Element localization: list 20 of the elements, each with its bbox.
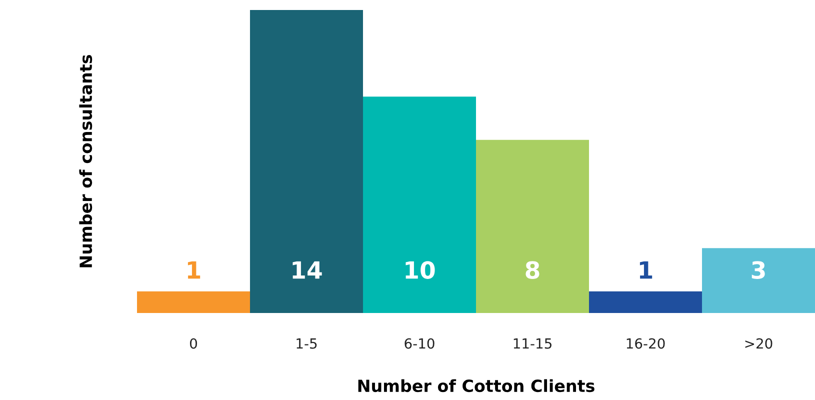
data-label: 10 (406, 261, 435, 279)
y-axis-title: Number of consultants (79, 54, 92, 268)
bar (363, 96, 476, 313)
data-label: 1 (188, 261, 200, 279)
bar (476, 140, 589, 313)
x-axis-title: Number of Cotton Clients (358, 379, 594, 392)
x-tick-label: 1-5 (296, 338, 317, 349)
bar (589, 291, 702, 313)
x-tick-label: 11-15 (514, 338, 552, 349)
x-tick-label: >20 (745, 338, 772, 349)
data-label: 8 (526, 261, 540, 279)
data-label: 3 (752, 261, 765, 279)
x-tick-label: 0 (190, 338, 197, 349)
bar (137, 291, 250, 313)
data-label: 14 (292, 261, 322, 279)
x-tick-label: 16-20 (626, 338, 665, 349)
data-label: 1 (640, 261, 652, 279)
bar (250, 10, 363, 313)
bar (702, 248, 815, 313)
x-tick-label: 6-10 (404, 338, 434, 349)
